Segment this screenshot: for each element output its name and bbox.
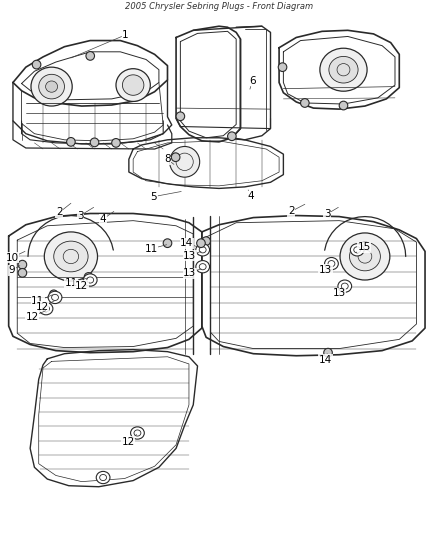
- Ellipse shape: [196, 244, 209, 256]
- Text: 1: 1: [71, 30, 129, 58]
- Ellipse shape: [176, 112, 185, 120]
- Ellipse shape: [86, 52, 95, 60]
- Text: 6: 6: [249, 76, 256, 89]
- Ellipse shape: [325, 257, 338, 270]
- Text: 11: 11: [145, 244, 166, 254]
- Ellipse shape: [171, 153, 180, 161]
- Ellipse shape: [52, 294, 58, 301]
- Ellipse shape: [44, 232, 98, 281]
- Ellipse shape: [87, 277, 94, 283]
- Text: 13: 13: [183, 251, 201, 261]
- Text: 3: 3: [77, 207, 94, 221]
- Text: 10: 10: [6, 252, 25, 263]
- Text: 14: 14: [319, 354, 332, 365]
- Ellipse shape: [83, 274, 97, 286]
- Text: 14: 14: [180, 238, 199, 248]
- Ellipse shape: [39, 303, 53, 315]
- Ellipse shape: [116, 69, 150, 101]
- Ellipse shape: [18, 260, 27, 269]
- Ellipse shape: [350, 242, 380, 271]
- Ellipse shape: [39, 74, 64, 99]
- Text: 11: 11: [31, 295, 53, 306]
- Ellipse shape: [199, 264, 206, 270]
- Ellipse shape: [163, 239, 172, 247]
- Ellipse shape: [100, 474, 106, 481]
- Ellipse shape: [329, 56, 358, 83]
- Ellipse shape: [67, 138, 75, 146]
- Text: 8: 8: [164, 154, 174, 164]
- Ellipse shape: [18, 269, 27, 277]
- Ellipse shape: [300, 99, 309, 107]
- Ellipse shape: [324, 349, 332, 357]
- Ellipse shape: [170, 147, 200, 177]
- Ellipse shape: [320, 48, 367, 91]
- Ellipse shape: [90, 138, 99, 147]
- Ellipse shape: [131, 427, 144, 439]
- Text: 12: 12: [121, 434, 137, 447]
- Ellipse shape: [49, 290, 58, 298]
- Ellipse shape: [134, 430, 141, 436]
- Ellipse shape: [122, 75, 144, 95]
- Ellipse shape: [84, 272, 93, 281]
- Ellipse shape: [202, 237, 210, 246]
- Text: 13: 13: [183, 268, 201, 278]
- Text: 11: 11: [65, 278, 88, 288]
- Ellipse shape: [32, 60, 41, 69]
- Ellipse shape: [112, 139, 120, 147]
- Ellipse shape: [278, 63, 287, 71]
- Ellipse shape: [197, 239, 205, 247]
- Ellipse shape: [31, 67, 72, 106]
- Text: 4: 4: [247, 190, 254, 201]
- Ellipse shape: [196, 261, 209, 273]
- Ellipse shape: [48, 291, 62, 304]
- Ellipse shape: [350, 244, 364, 256]
- Ellipse shape: [42, 305, 49, 312]
- Text: 5: 5: [150, 191, 181, 201]
- Text: 12: 12: [26, 311, 46, 322]
- Text: 12: 12: [75, 281, 89, 290]
- Text: 2: 2: [288, 204, 305, 216]
- Text: 15: 15: [357, 243, 371, 253]
- Ellipse shape: [340, 233, 390, 280]
- Text: 4: 4: [100, 212, 114, 224]
- Ellipse shape: [96, 471, 110, 483]
- Ellipse shape: [199, 247, 206, 253]
- Ellipse shape: [328, 261, 335, 266]
- Text: 9: 9: [9, 265, 20, 276]
- Text: 2005 Chrysler Sebring Plugs - Front Diagram: 2005 Chrysler Sebring Plugs - Front Diag…: [125, 2, 313, 11]
- Text: 2: 2: [56, 203, 71, 217]
- Ellipse shape: [341, 283, 348, 289]
- Text: 3: 3: [324, 207, 338, 219]
- Ellipse shape: [338, 280, 352, 292]
- Ellipse shape: [228, 132, 236, 141]
- Text: 12: 12: [35, 301, 54, 312]
- Text: 13: 13: [332, 288, 346, 298]
- Ellipse shape: [46, 81, 58, 92]
- Ellipse shape: [54, 241, 88, 272]
- Ellipse shape: [354, 247, 360, 253]
- Text: 13: 13: [319, 265, 332, 275]
- Ellipse shape: [339, 101, 348, 110]
